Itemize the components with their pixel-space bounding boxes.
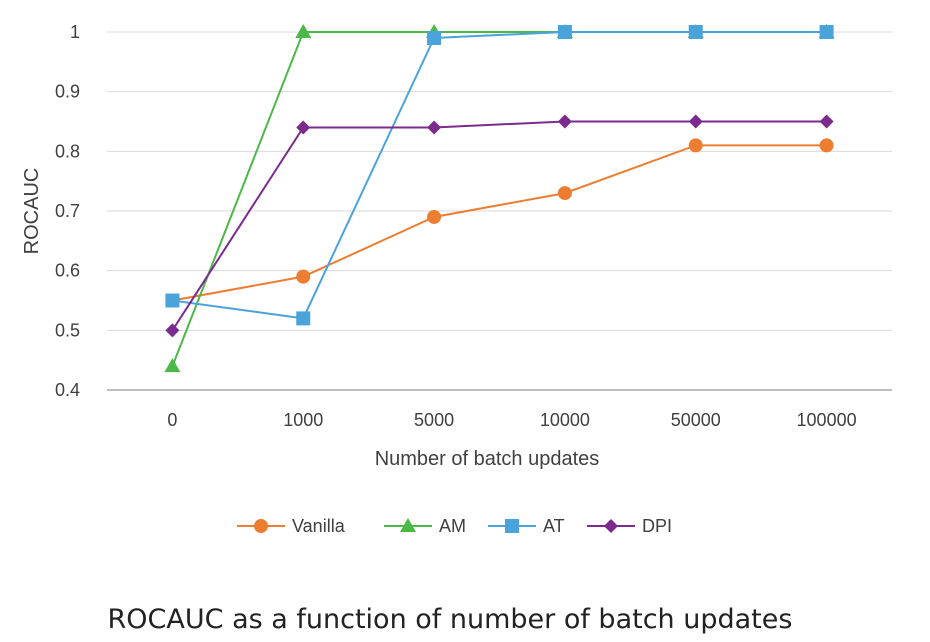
series-line-at: [172, 31, 827, 320]
legend-label: AT: [543, 516, 565, 536]
y-tick-label: 0.6: [55, 261, 80, 281]
series-group: [164, 24, 835, 373]
at-point: [557, 25, 572, 39]
am-point: [295, 24, 312, 38]
dpi-point: [819, 114, 834, 129]
x-tick-label: 5000: [414, 410, 454, 430]
dpi-point: [688, 114, 703, 129]
legend-label: DPI: [642, 516, 672, 536]
x-tick-label: 50000: [671, 410, 721, 430]
series-line-vanilla: [172, 144, 827, 302]
series-at: [165, 25, 834, 326]
legend-marker-at: [505, 519, 519, 533]
vanilla-point: [557, 186, 572, 201]
x-tick-label: 0: [167, 410, 177, 430]
y-tick-labels: 0.4 0.5 0.6 0.7 0.8 0.9 1: [55, 22, 80, 400]
at-point: [427, 30, 442, 45]
legend-marker-am: [400, 518, 416, 532]
legend-item-am: AM: [384, 516, 466, 536]
y-tick-label: 0.8: [55, 141, 80, 161]
x-tick-label: 100000: [797, 410, 857, 430]
legend-marker-dpi: [604, 519, 618, 533]
chart-caption: ROCAUC as a function of number of batch …: [108, 604, 793, 635]
gridlines: [107, 31, 892, 331]
dpi-point: [165, 323, 180, 338]
at-point: [296, 311, 311, 326]
at-point: [165, 293, 180, 308]
at-point: [688, 25, 703, 39]
series-am: [164, 24, 835, 373]
series-vanilla: [165, 138, 834, 308]
vanilla-point: [688, 138, 703, 153]
series-line-am: [171, 31, 827, 367]
dpi-point: [296, 120, 311, 135]
dpi-point: [557, 114, 572, 129]
legend-item-dpi: DPI: [587, 516, 672, 536]
legend-marker-vanilla: [254, 519, 268, 533]
legend: Vanilla AM AT DPI: [237, 516, 672, 536]
y-tick-label: 0.9: [55, 82, 80, 102]
dpi-point: [427, 120, 442, 135]
vanilla-point: [296, 269, 311, 284]
legend-label: Vanilla: [292, 516, 346, 536]
y-tick-label: 1: [70, 22, 80, 42]
x-tick-labels: 0 1000 5000 10000 50000 100000: [167, 410, 856, 430]
x-tick-label: 10000: [540, 410, 590, 430]
legend-label: AM: [439, 516, 466, 536]
at-point: [819, 25, 834, 39]
vanilla-point: [427, 209, 442, 224]
x-axis-title: Number of batch updates: [375, 448, 600, 470]
y-tick-label: 0.4: [55, 380, 80, 400]
legend-item-vanilla: Vanilla: [237, 516, 346, 536]
y-axis-title: ROCAUC: [21, 168, 43, 255]
series-line-dpi: [171, 120, 827, 331]
legend-item-at: AT: [488, 516, 565, 536]
y-tick-label: 0.7: [55, 201, 80, 221]
y-tick-label: 0.5: [55, 320, 80, 340]
vanilla-point: [819, 138, 834, 153]
am-point: [164, 358, 181, 373]
x-tick-label: 1000: [283, 410, 323, 430]
series-dpi: [165, 114, 834, 338]
